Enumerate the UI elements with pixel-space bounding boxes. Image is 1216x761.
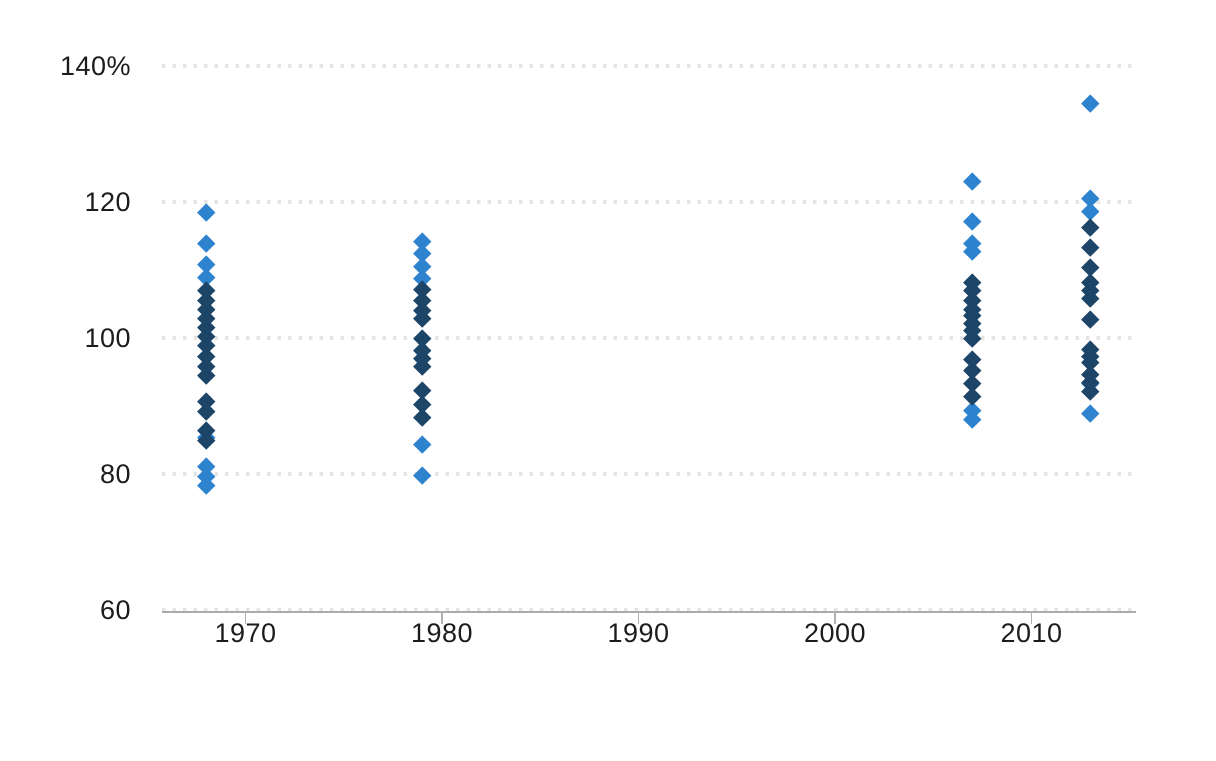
data-point bbox=[1081, 218, 1100, 236]
x-axis-tick bbox=[1030, 611, 1033, 624]
data-point bbox=[1081, 238, 1100, 257]
y-axis-tick-label: 120 bbox=[84, 187, 131, 217]
data-point bbox=[963, 212, 982, 230]
x-axis-line bbox=[162, 611, 1136, 613]
data-point bbox=[197, 203, 216, 222]
gridline bbox=[162, 472, 1136, 476]
gridline bbox=[162, 64, 1136, 68]
gridline bbox=[162, 336, 1136, 340]
data-point bbox=[413, 408, 432, 426]
data-point bbox=[413, 435, 432, 453]
data-point bbox=[1081, 403, 1100, 422]
gridline bbox=[162, 200, 1136, 204]
x-axis-tick-label: 2010 bbox=[1000, 618, 1063, 648]
data-point bbox=[197, 234, 216, 253]
data-point bbox=[963, 387, 982, 406]
data-point bbox=[963, 172, 982, 190]
gridline bbox=[162, 608, 1136, 612]
x-axis-tick-label: 1980 bbox=[410, 618, 474, 648]
x-axis-tick bbox=[244, 611, 247, 624]
y-axis-tick-label: 60 bbox=[99, 595, 131, 625]
data-point bbox=[197, 402, 216, 421]
x-axis-tick bbox=[637, 611, 640, 624]
data-point bbox=[1081, 310, 1100, 328]
y-axis-tick-label: 80 bbox=[99, 459, 131, 489]
y-axis-tick-label: 100 bbox=[84, 323, 131, 353]
y-axis-tick-label: 140% bbox=[59, 51, 131, 81]
x-axis-tick bbox=[441, 611, 443, 624]
data-point bbox=[413, 466, 432, 485]
x-axis-tick-label: 2000 bbox=[803, 618, 867, 648]
x-axis-tick-label: 1990 bbox=[607, 618, 670, 648]
x-axis-tick-label: 1970 bbox=[214, 618, 277, 648]
data-point bbox=[1081, 94, 1100, 113]
x-axis-tick bbox=[834, 611, 836, 624]
